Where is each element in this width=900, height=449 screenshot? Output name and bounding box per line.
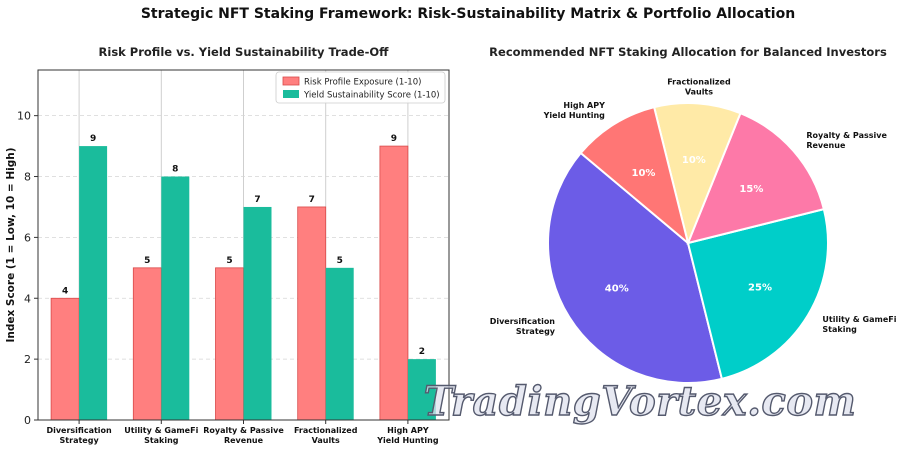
pie-slice-label: Vaults [685,88,713,97]
x-tick-label: Royalty & Passive [203,426,284,435]
x-tick-label: Utility & GameFi [124,426,198,435]
pie-slice [579,105,690,246]
y-tick-label: 6 [24,231,31,244]
pie-percent-label: 40% [605,284,629,295]
bar-sustainability [243,206,272,420]
x-tick-label: High APY [387,426,429,435]
legend-label-risk: Risk Profile Exposure (1-10) [304,78,421,88]
x-tick-label: Yield Hunting [376,436,439,445]
bar-risk [379,145,409,421]
bar-risk [132,267,162,421]
bar-value-label: 7 [309,195,315,205]
bar-sustainability [161,176,190,420]
pie-percent-label: 25% [748,282,772,293]
bar-value-label: 4 [62,286,68,296]
bar-value-label: 5 [144,256,150,266]
pie-slice-label: Royalty & Passive [806,131,887,140]
bar-sustainability [407,359,436,420]
y-tick-label: 10 [17,110,31,123]
y-tick-label: 4 [24,292,31,305]
bar-value-label: 8 [172,165,178,175]
pie-slice [546,151,724,384]
x-tick-label: Vaults [312,436,340,445]
pie-chart-title: Recommended NFT Staking Allocation for B… [489,45,887,59]
legend-swatch-risk [282,76,300,86]
bar-risk [50,297,80,421]
y-tick-label: 0 [24,414,31,427]
pie-percent-label: 10% [632,168,656,179]
x-tick-label: Diversification [46,426,112,435]
bar-value-label: 2 [419,347,425,357]
legend-label-sustainability: Yield Sustainability Score (1-10) [303,91,440,101]
bar-plot-frame [37,69,450,421]
bar-value-label: 9 [90,134,96,144]
y-tick-label: 2 [24,353,31,366]
pie-slice [652,102,742,247]
bar-value-label: 9 [391,134,397,144]
x-tick-label: Revenue [224,436,264,445]
pie-slice-label: Fractionalized [667,78,731,87]
figure-title: Strategic NFT Staking Framework: Risk-Su… [141,6,795,22]
pie-slice-label: Diversification [490,317,556,326]
pie-slice-label: Yield Hunting [543,111,606,120]
pie-slice-label: Staking [822,325,857,334]
pie-slice-label: High APY [563,101,605,110]
bar-risk [215,267,244,421]
pie-percent-label: 10% [682,155,706,166]
bar-value-label: 7 [254,195,260,205]
bar-value-label: 5 [226,256,232,266]
watermark-text: TradingVortex.com [424,378,857,425]
legend-swatch-sustainability [283,90,299,98]
y-tick-label: 8 [24,171,31,184]
bar-chart-title: Risk Profile vs. Yield Sustainability Tr… [99,45,390,59]
bar-chart: Risk Profile vs. Yield Sustainability Tr… [5,45,450,445]
x-tick-label: Staking [144,436,179,445]
pie-chart: Recommended NFT Staking Allocation for B… [489,45,897,384]
bar-risk [297,206,327,421]
pie-slice-label: Utility & GameFi [822,315,896,324]
bar-sustainability [79,146,108,420]
pie-slice-label: Strategy [516,327,556,336]
x-tick-label: Fractionalized [294,426,358,435]
legend-box [275,71,446,104]
pie-percent-label: 15% [739,184,763,195]
bar-sustainability [325,267,354,420]
bar-value-label: 5 [337,256,343,266]
x-tick-label: Strategy [60,436,100,445]
pie-slice [686,111,826,245]
pie-slice [686,207,829,381]
y-axis-label: Index Score (1 = Low, 10 = High) [5,147,17,342]
pie-slice-label: Revenue [806,141,846,150]
